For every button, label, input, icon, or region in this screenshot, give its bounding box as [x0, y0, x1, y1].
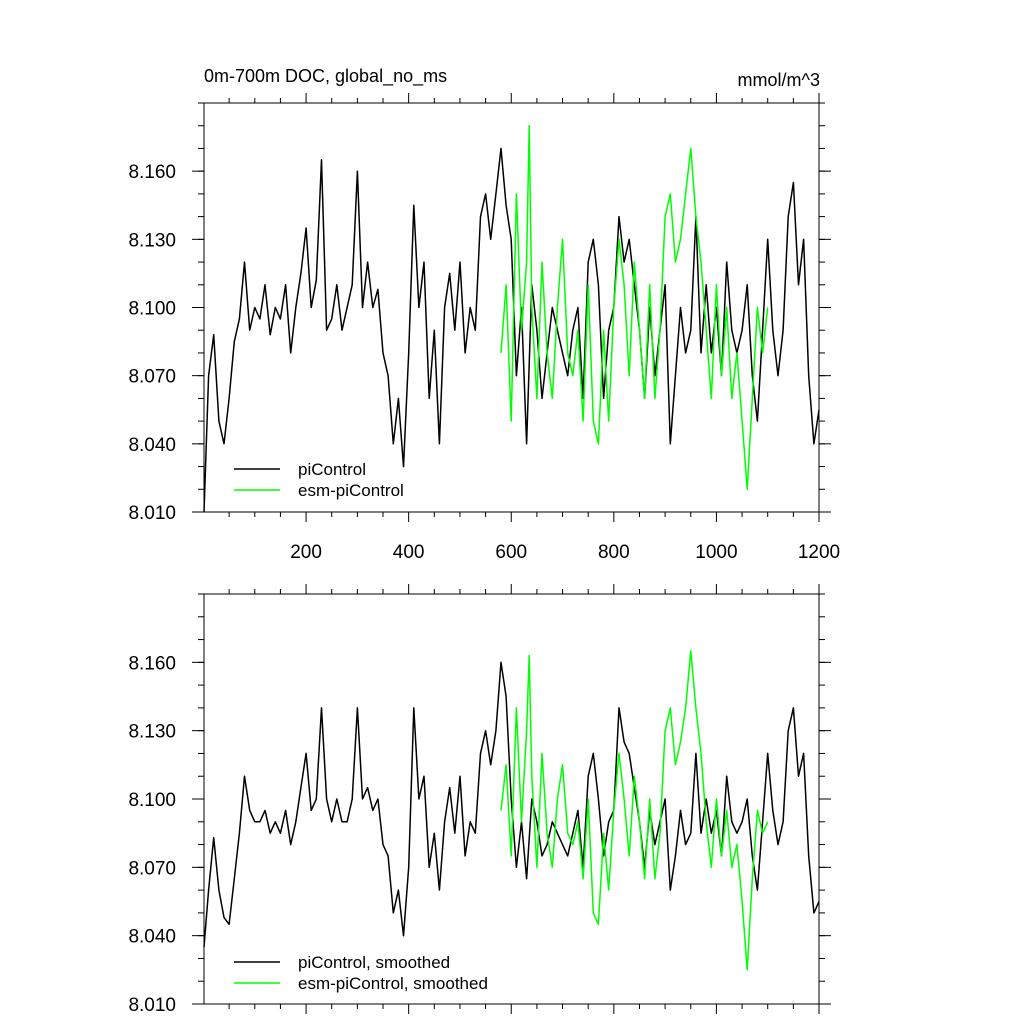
- y-tick-label: 8.070: [128, 367, 176, 388]
- bottom-plot-frame: [203, 593, 820, 1005]
- y-tick-label: 8.100: [128, 299, 176, 320]
- x-tick-label: 600: [495, 542, 527, 563]
- y-tick-label: 8.070: [128, 858, 176, 879]
- x-tick-label: 1200: [798, 542, 840, 563]
- y-tick-label: 8.010: [128, 503, 176, 524]
- y-tick-label: 8.010: [128, 995, 176, 1016]
- x-tick-label: 1000: [695, 542, 737, 563]
- series-line-esm-picontrol: [500, 124, 769, 491]
- y-tick-label: 8.130: [128, 230, 176, 251]
- legend-label-picontrol: piControl: [298, 460, 366, 479]
- y-tick-label: 8.040: [128, 435, 176, 456]
- y-tick-label: 8.160: [128, 653, 176, 674]
- legend-label-esm-picontrol-smoothed: esm-piControl, smoothed: [298, 974, 488, 993]
- x-tick-label: 400: [393, 542, 425, 563]
- legend-label-esm-picontrol: esm-piControl: [298, 481, 404, 500]
- top-chart-units: mmol/m^3: [738, 70, 820, 90]
- y-tick-label: 8.160: [128, 162, 176, 183]
- y-tick-label: 8.130: [128, 722, 176, 743]
- legend-label-picontrol-smoothed: piControl, smoothed: [298, 953, 450, 972]
- series-line-picontrol: [203, 147, 820, 513]
- top-legend: piControl esm-piControl: [234, 460, 404, 500]
- top-plot-frame: [203, 102, 820, 513]
- y-tick-label: 8.040: [128, 927, 176, 948]
- x-tick-label: 800: [598, 542, 630, 563]
- series-line-picontrol-smoothed: [203, 661, 820, 948]
- top-plot-area: 8.010 8.040 8.070 8.100 8.130 8.160 200 400 600 8…: [128, 93, 840, 563]
- top-chart-title: 0m-700m DOC, global_no_ms: [204, 66, 447, 87]
- y-tick-label: 8.100: [128, 790, 176, 811]
- bottom-panel: 8.010 8.040 8.070 8.100 8.130 8.160 piControl…: [128, 584, 831, 1016]
- top-panel: 0m-700m DOC, global_no_ms mmol/m^3 8.010…: [128, 66, 840, 563]
- x-tick-label: 200: [290, 542, 322, 563]
- bottom-plot-area: 8.010 8.040 8.070 8.100 8.130 8.160: [128, 584, 831, 1016]
- bottom-legend: piControl, smoothed esm-piControl, smoot…: [234, 953, 488, 993]
- series-line-esm-picontrol-smoothed: [500, 650, 769, 971]
